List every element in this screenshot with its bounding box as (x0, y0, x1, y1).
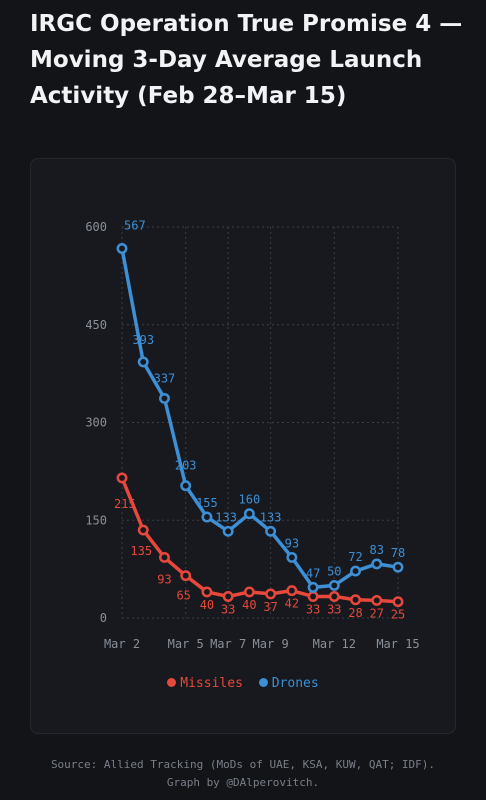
y-tick-label: 0 (100, 611, 107, 625)
x-tick-label: Mar 15 (376, 637, 419, 651)
data-label-missiles: 42 (285, 597, 299, 611)
data-label-drones: 567 (124, 219, 146, 233)
data-point-drones (116, 243, 128, 254)
data-point-drones (392, 561, 404, 573)
data-label-drones: 160 (239, 493, 261, 507)
legend-label-drones: Drones (271, 676, 319, 691)
series-line-drones (120, 246, 400, 590)
data-point-missiles (371, 594, 383, 606)
data-point-missiles (222, 591, 234, 602)
y-tick-label: 150 (85, 513, 107, 527)
data-point-drones (328, 579, 340, 591)
data-point-missiles (180, 570, 192, 582)
data-point-drones (222, 525, 234, 537)
data-label-drones: 133 (260, 510, 282, 524)
x-tick-label: Mar 12 (313, 637, 356, 651)
data-point-drones (180, 480, 192, 492)
x-tick-label: Mar 9 (253, 637, 289, 651)
credit-line: Graph by @DAlperovitch. (166, 776, 320, 789)
data-label-missiles: 215 (114, 497, 136, 511)
data-point-drones (137, 356, 149, 368)
data-point-missiles (328, 591, 340, 602)
y-tick-label: 300 (85, 416, 107, 430)
data-label-missiles: 33 (327, 602, 341, 616)
data-label-drones: 203 (175, 459, 197, 473)
legend-item-missiles: Missiles (167, 676, 243, 691)
chart-legend: Missiles Drones (0, 676, 486, 691)
data-point-missiles (159, 551, 170, 563)
legend-swatch-drones (258, 678, 268, 687)
data-label-missiles: 28 (348, 606, 362, 620)
data-label-drones: 72 (348, 550, 362, 564)
data-point-missiles (307, 591, 319, 602)
x-tick-label: Mar 7 (210, 637, 246, 651)
data-point-drones (201, 511, 213, 523)
data-label-missiles: 37 (263, 600, 277, 614)
data-point-drones (286, 551, 298, 563)
data-point-missiles (286, 585, 298, 597)
data-label-missiles: 93 (157, 572, 171, 586)
data-point-missiles (137, 524, 149, 536)
data-point-drones (350, 565, 361, 577)
data-label-drones: 50 (327, 564, 341, 578)
legend-item-drones: Drones (258, 676, 319, 691)
y-tick-label: 600 (85, 220, 107, 234)
data-label-drones: 78 (391, 546, 405, 560)
legend-swatch-missiles (167, 678, 177, 687)
chart-card (30, 158, 456, 734)
data-point-drones (159, 392, 170, 404)
chart-title: IRGC Operation True Promise 4 — Moving 3… (30, 11, 463, 109)
data-label-drones: 393 (132, 333, 154, 347)
data-label-drones: 133 (215, 510, 237, 524)
data-label-drones: 155 (196, 496, 218, 510)
x-tick-label: Mar 2 (104, 637, 140, 651)
data-label-missiles: 33 (306, 602, 320, 616)
data-point-missiles (392, 596, 404, 608)
data-label-drones: 337 (154, 371, 176, 385)
data-label-missiles: 65 (176, 589, 190, 603)
data-label-drones: 93 (285, 536, 299, 550)
data-label-missiles: 33 (221, 602, 235, 616)
data-label-missiles: 25 (391, 608, 405, 622)
y-tick-label: 450 (85, 318, 107, 332)
data-label-drones: 83 (370, 543, 384, 557)
data-point-missiles (201, 586, 213, 598)
data-point-drones (265, 525, 277, 537)
data-point-missiles (265, 588, 277, 600)
data-point-missiles (350, 594, 361, 606)
source-note: Source: Allied Tracking (MoDs of UAE, KS… (0, 756, 486, 792)
data-label-missiles: 40 (200, 598, 214, 612)
data-point-drones (307, 581, 319, 593)
data-point-drones (243, 508, 255, 520)
data-point-drones (371, 558, 383, 570)
legend-label-missiles: Missiles (180, 676, 243, 691)
source-line: Source: Allied Tracking (MoDs of UAE, KS… (50, 758, 436, 771)
data-label-missiles: 40 (242, 598, 256, 612)
data-label-missiles: 27 (370, 606, 384, 620)
data-point-missiles (243, 586, 255, 598)
data-label-drones: 47 (306, 566, 320, 580)
x-tick-label: Mar 5 (168, 637, 204, 651)
data-label-missiles: 135 (130, 544, 152, 558)
data-point-missiles (116, 472, 128, 484)
